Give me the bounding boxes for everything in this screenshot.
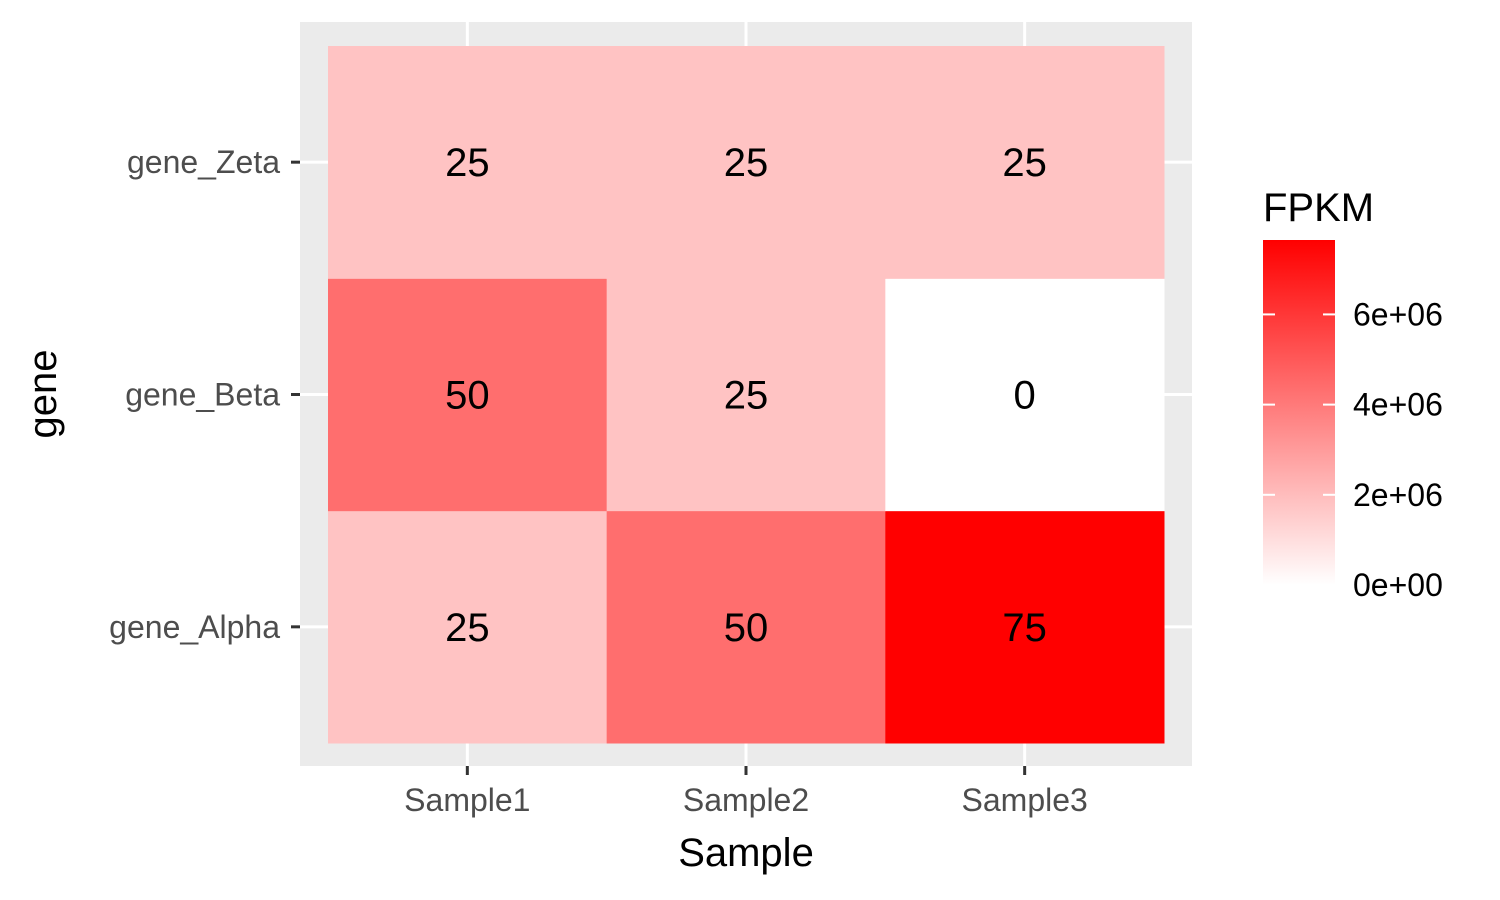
cell-value-label: 50 <box>724 606 769 650</box>
legend-break-label: 4e+06 <box>1353 387 1443 423</box>
heatmap-cell <box>885 510 1165 744</box>
legend-break-label: 2e+06 <box>1353 477 1443 513</box>
cell-value-label: 25 <box>445 606 490 650</box>
cell-value-label: 0 <box>1014 374 1036 418</box>
y-tick-label: gene_Alpha <box>109 609 280 645</box>
heatmap-cell <box>606 510 886 744</box>
cell-value-label: 25 <box>1002 141 1047 185</box>
legend-title: FPKM <box>1263 186 1374 230</box>
legend: FPKM 0e+00 2e+06 4e+06 6e+06 <box>1263 186 1443 603</box>
heatmap-cell <box>885 46 1165 279</box>
x-axis-title: Sample <box>678 831 814 875</box>
y-axis-title: gene <box>21 350 65 439</box>
cell-value-label: 25 <box>724 141 769 185</box>
cell-labels: 25 50 75 50 25 0 25 25 25 <box>445 141 1047 650</box>
heatmap-cell <box>606 46 886 279</box>
legend-break-label: 6e+06 <box>1353 296 1443 332</box>
heatmap-cell <box>606 278 886 512</box>
heatmap-cell <box>328 510 608 744</box>
heatmap-cell <box>328 278 608 512</box>
cell-value-label: 25 <box>445 141 490 185</box>
y-tick-label: gene_Zeta <box>127 144 280 180</box>
cell-value-label: 75 <box>1002 606 1047 650</box>
x-tick-label: Sample2 <box>683 782 809 818</box>
x-tick-label: Sample1 <box>404 782 530 818</box>
cell-value-label: 50 <box>445 374 490 418</box>
y-axis: gene_Alpha gene_Beta gene_Zeta <box>109 144 300 645</box>
legend-colorbar <box>1263 240 1335 585</box>
y-tick-label: gene_Beta <box>125 377 280 413</box>
heatmap-cells <box>328 46 1165 744</box>
x-tick-label: Sample3 <box>962 782 1088 818</box>
x-axis: Sample1 Sample2 Sample3 <box>404 766 1088 818</box>
heatmap-cell <box>885 278 1165 512</box>
heatmap-cell <box>328 46 608 279</box>
legend-breaks: 0e+00 2e+06 4e+06 6e+06 <box>1263 296 1443 603</box>
cell-value-label: 25 <box>724 374 769 418</box>
legend-break-label: 0e+00 <box>1353 567 1443 603</box>
